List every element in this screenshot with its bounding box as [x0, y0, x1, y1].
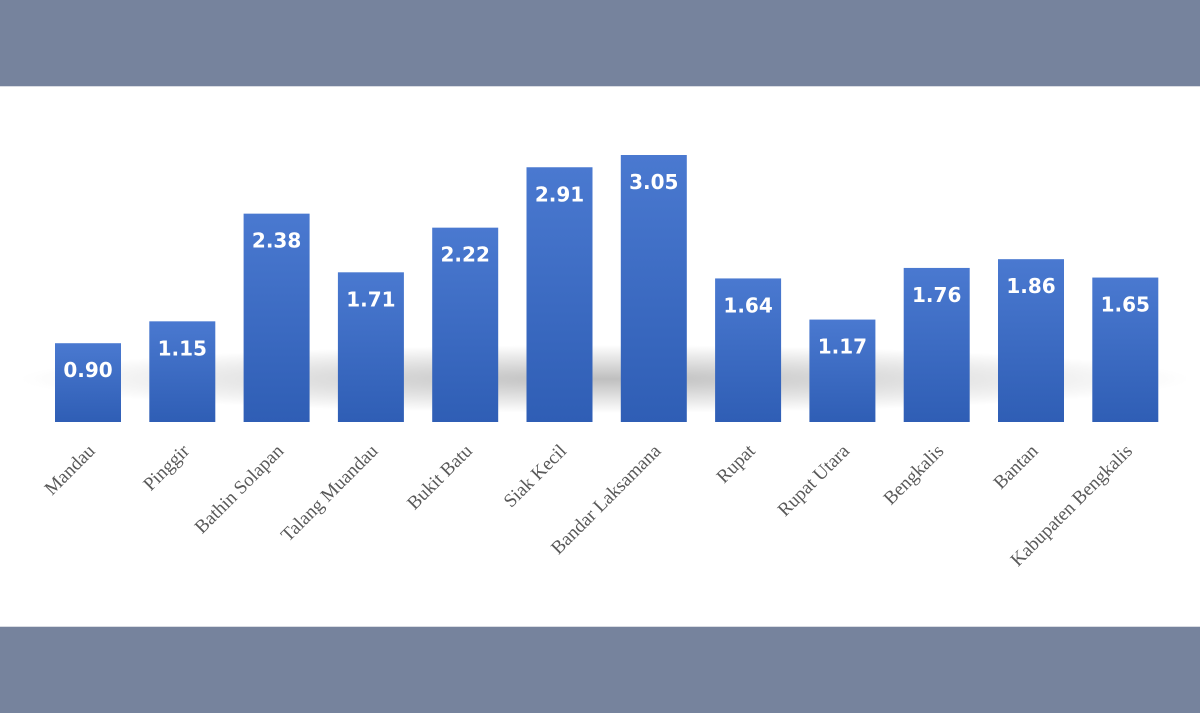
bar-value-label: 1.17	[818, 335, 867, 359]
bar-chart: 0.90 1.15 2.38 1.71 2.22 2.91 3.05 1.64 1.17 1.76…	[20, 155, 1190, 571]
category-label: Siak Kecil	[500, 441, 571, 512]
category-label: Mandau	[41, 440, 100, 499]
bar-value-label: 1.76	[912, 283, 961, 307]
bar	[432, 227, 499, 422]
bar-value-label: 1.71	[346, 287, 395, 311]
bar-value-label: 2.91	[535, 182, 584, 206]
bar-value-label: 2.38	[252, 229, 301, 253]
category-label: Rupat	[713, 440, 760, 487]
category-label: Bantan	[990, 440, 1043, 493]
bar	[903, 267, 970, 422]
bar	[526, 167, 593, 422]
bar	[149, 321, 216, 422]
category-label: Talang Muandau	[277, 440, 383, 546]
chart-panel: 0.90 1.15 2.38 1.71 2.22 2.91 3.05 1.64 1.17 1.76…	[0, 86, 1200, 627]
bar-value-label: 1.86	[1006, 274, 1055, 298]
bar	[620, 155, 687, 422]
bar	[337, 272, 404, 422]
bar-value-label: 1.15	[158, 336, 207, 360]
bar-value-label: 0.90	[63, 358, 112, 382]
bar-value-label: 1.64	[723, 293, 772, 317]
bar-value-label: 2.22	[441, 243, 490, 267]
bar	[243, 213, 310, 422]
bars	[55, 155, 1159, 422]
bar-value-label: 3.05	[629, 170, 678, 194]
bar	[809, 319, 876, 422]
bar-shadow	[20, 345, 1190, 413]
bar	[1092, 277, 1159, 422]
category-label: Pinggir	[139, 440, 194, 495]
category-label: Bathin Solapan	[191, 440, 289, 538]
bar	[55, 343, 121, 422]
category-label: Rupat Utara	[774, 440, 855, 521]
bar-value-label: 1.65	[1101, 293, 1150, 317]
category-label: Bukit Batu	[403, 440, 477, 514]
bar	[715, 278, 782, 422]
value-labels: 0.90 1.15 2.38 1.71 2.22 2.91 3.05 1.64 1.17 1.76…	[63, 170, 1150, 382]
bar	[998, 259, 1064, 422]
category-label: Bengkalis	[880, 441, 949, 510]
